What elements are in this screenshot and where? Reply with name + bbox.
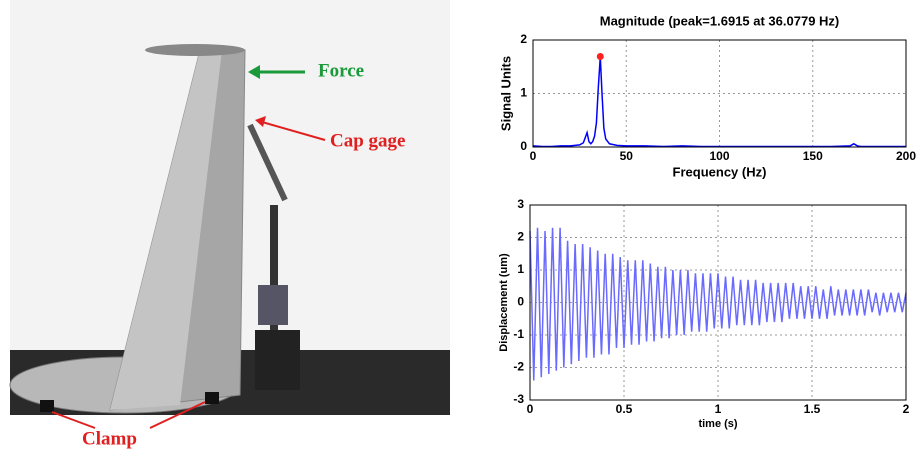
x-tick-label: 0: [527, 402, 534, 416]
x-tick-label: 1: [715, 402, 722, 416]
y-tick-label: 0: [520, 139, 527, 153]
y-tick-label: 1: [517, 262, 524, 276]
y-axis-label: Displacement (um): [498, 253, 510, 352]
y-tick-label: 0: [517, 295, 524, 309]
beam-face: [110, 50, 222, 410]
x-axis-label: time (s): [698, 418, 737, 430]
x-tick-label: 100: [709, 149, 729, 163]
x-tick-label: 2: [903, 402, 910, 416]
gage-arrowhead: [255, 116, 266, 127]
beam-top: [145, 44, 245, 56]
x-axis-label: Frequency (Hz): [673, 164, 767, 179]
x-tick-label: 150: [803, 149, 823, 163]
y-tick-label: -1: [513, 327, 524, 341]
photo: Force Cap gage Clamp: [9, 0, 450, 449]
x-tick-label: 200: [896, 149, 916, 163]
x-tick-label: 50: [620, 149, 634, 163]
clamp-left: [40, 400, 54, 412]
x-tick-label: 0: [530, 149, 537, 163]
y-tick-label: -2: [513, 360, 524, 374]
y-tick-label: -3: [513, 392, 524, 406]
peak-marker: [596, 53, 604, 61]
gage-label: Cap gage: [330, 130, 405, 151]
y-tick-label: 2: [517, 230, 524, 244]
y-axis-label: Signal Units: [498, 56, 513, 131]
y-tick-label: 1: [520, 86, 527, 100]
y-tick-label: 2: [520, 32, 527, 46]
x-tick-label: 0.5: [616, 402, 633, 416]
force-arrowhead: [248, 65, 260, 79]
gage-mount: [258, 285, 288, 325]
y-tick-label: 3: [517, 197, 524, 211]
x-tick-label: 1.5: [804, 402, 821, 416]
gage-arm: [247, 123, 288, 202]
gage-arrow: [261, 121, 326, 141]
clamp-label: Clamp: [82, 428, 137, 449]
plot-frame: [529, 204, 907, 401]
data-line: [532, 56, 906, 148]
data-line: [529, 227, 907, 381]
clamp-right: [205, 392, 219, 404]
plot-frame: [532, 39, 907, 148]
force-label: Force: [318, 60, 364, 81]
clamp-block: [255, 330, 300, 390]
clamp-arrow-left: [51, 411, 96, 429]
clamp-arrow-right: [149, 401, 206, 429]
chart-title: Magnitude (peak=1.6915 at 36.0779 Hz): [600, 13, 840, 28]
